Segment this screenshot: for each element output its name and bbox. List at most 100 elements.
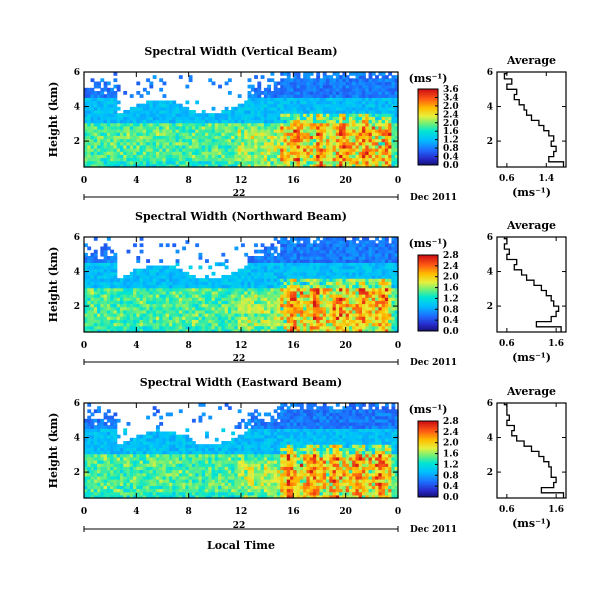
- colorbar-segment: [418, 429, 438, 432]
- colorbar-segment: [418, 314, 438, 317]
- colorbar-label: 3.4: [443, 93, 459, 103]
- colorbar-label: 0.8: [443, 305, 459, 315]
- profile-y-tick-label: 6: [487, 233, 493, 243]
- colorbar-segment: [418, 422, 438, 425]
- colorbar-segment: [418, 135, 438, 138]
- colorbar-segment: [418, 478, 438, 480]
- colorbar-segment: [418, 442, 438, 445]
- profile-title: Average: [506, 219, 556, 232]
- colorbar-segment: [418, 121, 438, 124]
- colorbar-segment: [418, 111, 438, 114]
- average-profile: Average 2 4 6 0.6 1.6 (ms⁻¹): [487, 385, 567, 530]
- colorbar-segment: [418, 101, 438, 104]
- profile-y-tick-label: 4: [487, 103, 493, 113]
- colorbar-segment: [418, 139, 438, 142]
- colorbar-segment: [418, 450, 438, 452]
- y-axis-label: Height (km): [47, 413, 60, 489]
- colorbar-segment: [418, 427, 438, 430]
- x-tick-label: 4: [133, 507, 139, 517]
- x-tick-label: 20: [339, 341, 352, 351]
- profile-y-tick-label: 4: [487, 268, 493, 278]
- profile-x-tick-label: 0.6: [499, 505, 515, 515]
- colorbar-segment: [418, 485, 438, 488]
- x-tick-label: 8: [186, 507, 192, 517]
- colorbar-segment: [418, 134, 438, 137]
- colorbar-segment: [418, 443, 438, 446]
- colorbar-segment: [418, 108, 438, 110]
- colorbar-label: 1.6: [443, 450, 459, 460]
- colorbar-segment: [418, 153, 438, 156]
- colorbar-segment: [418, 423, 438, 426]
- profile-line: [503, 237, 562, 332]
- colorbar-segment: [418, 324, 438, 327]
- colorbar-segment: [418, 284, 438, 286]
- y-tick-label: 4: [74, 268, 80, 278]
- profile-y-tick-label: 6: [487, 399, 493, 409]
- colorbar-segment: [418, 465, 438, 468]
- average-profile: Average 2 4 6 0.6 1.4 (ms⁻¹): [487, 54, 567, 199]
- colorbar-segment: [418, 266, 438, 269]
- x-tick-label: 16: [287, 507, 300, 517]
- colorbar-segment: [418, 437, 438, 440]
- colorbar-segment: [418, 92, 438, 95]
- colorbar-segment: [418, 299, 438, 302]
- colorbar-segment: [418, 315, 438, 318]
- colorbar-segment: [418, 467, 438, 470]
- colorbar-segment: [418, 267, 438, 270]
- colorbar-segment: [418, 133, 438, 136]
- colorbar-label: 2.8: [443, 417, 459, 427]
- colorbar-segment: [418, 151, 438, 153]
- colorbar-segment: [418, 483, 438, 485]
- colorbar-segment: [418, 138, 438, 141]
- colorbar-segment: [418, 104, 438, 106]
- x-tick-label: 16: [287, 176, 300, 186]
- colorbar-segment: [418, 310, 438, 313]
- y-axis-label: Height (km): [47, 247, 60, 323]
- colorbar-segment: [418, 113, 438, 115]
- colorbar-segment: [418, 469, 438, 471]
- profile-title: Average: [506, 385, 556, 398]
- colorbar-segment: [418, 268, 438, 271]
- colorbar-segment: [418, 152, 438, 155]
- colorbar-label: 0.0: [443, 493, 459, 503]
- colorbar-label: 0.4: [443, 316, 459, 326]
- colorbar-segment: [418, 257, 438, 260]
- y-axis-label: Height (km): [47, 82, 60, 158]
- colorbar-label: 0.4: [443, 482, 459, 492]
- y-tick-label: 6: [74, 68, 80, 78]
- colorbar-segment: [418, 132, 438, 134]
- colorbar-unit: (ms⁻¹): [409, 72, 448, 85]
- y-tick-label: 4: [74, 103, 80, 113]
- profile-line: [503, 403, 565, 498]
- colorbar-label: 1.6: [443, 284, 459, 294]
- colorbar-segment: [418, 475, 438, 478]
- date-month: Dec 2011: [410, 525, 457, 535]
- colorbar-label: 0.8: [443, 144, 459, 154]
- colorbar-label: 2.0: [443, 273, 459, 283]
- colorbar-segment: [418, 479, 438, 482]
- profile-y-tick-label: 6: [487, 68, 493, 78]
- colorbar-label: 2.4: [443, 110, 459, 120]
- colorbar: 3.63.42.02.42.01.61.20.80.40.0: [417, 85, 459, 171]
- colorbar-label: 1.2: [443, 460, 459, 470]
- colorbar-segment: [418, 448, 438, 451]
- y-tick-label: 2: [74, 137, 80, 147]
- colorbar-segment: [418, 486, 438, 489]
- colorbar-frame: [417, 420, 439, 498]
- colorbar-segment: [418, 464, 438, 466]
- profile-x-label: (ms⁻¹): [512, 186, 551, 199]
- colorbar-segment: [418, 146, 438, 148]
- colorbar-segment: [418, 293, 438, 295]
- profile-title: Average: [506, 54, 556, 67]
- colorbar-segment: [418, 303, 438, 305]
- average-profile: Average 2 4 6 0.6 1.6 (ms⁻¹): [487, 219, 567, 364]
- colorbar-segment: [418, 301, 438, 304]
- colorbar-segment: [418, 304, 438, 307]
- colorbar-segment: [418, 421, 438, 423]
- colorbar-segment: [418, 281, 438, 284]
- colorbar-segment: [418, 274, 438, 276]
- x-tick-label: 12: [235, 341, 248, 351]
- colorbar-segment: [418, 159, 438, 162]
- colorbar-segment: [418, 481, 438, 484]
